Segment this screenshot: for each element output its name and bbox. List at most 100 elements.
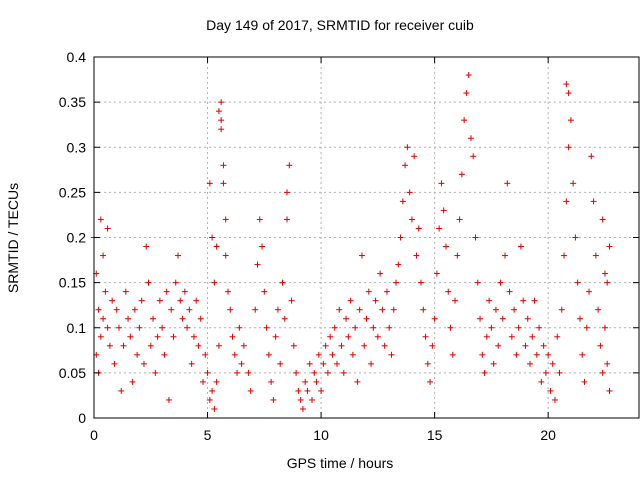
y-tick-label: 0.4 <box>67 49 87 65</box>
data-point <box>122 288 129 295</box>
data-point <box>413 252 420 259</box>
data-point <box>311 369 318 376</box>
data-point <box>492 306 499 313</box>
data-point <box>388 351 395 358</box>
data-point <box>486 297 493 304</box>
data-point <box>467 135 474 142</box>
data-point <box>200 378 206 385</box>
ticks: 0 0.05 0.1 0.15 0.2 0.25 0.3 0.35 0.4 0 5 10 15 20 <box>59 49 639 443</box>
data-point <box>383 288 390 295</box>
data-point <box>102 288 109 295</box>
data-point <box>572 234 579 241</box>
data-point <box>517 243 524 250</box>
data-point <box>524 315 531 322</box>
data-point <box>306 360 313 367</box>
data-point <box>542 369 549 376</box>
data-point <box>129 378 136 385</box>
data-point <box>470 153 477 160</box>
data-point <box>527 360 533 367</box>
data-point <box>595 306 602 313</box>
data-point <box>442 243 449 250</box>
data-point <box>427 378 434 385</box>
data-point <box>449 351 456 358</box>
data-point <box>140 360 147 367</box>
data-point <box>188 360 195 367</box>
data-point <box>420 306 427 313</box>
data-point <box>601 270 608 277</box>
data-point <box>215 108 222 115</box>
data-point <box>481 369 488 376</box>
data-point <box>463 90 470 97</box>
data-point <box>236 324 243 331</box>
data-point <box>483 333 490 340</box>
data-point <box>240 342 247 349</box>
data-point <box>454 252 461 259</box>
data-point <box>143 243 150 250</box>
data-point <box>436 225 443 232</box>
data-point <box>363 315 370 322</box>
data-point <box>324 369 331 376</box>
data-point <box>477 315 484 322</box>
y-tick-label: 0 <box>78 410 86 426</box>
data-point <box>281 315 288 322</box>
data-points <box>91 72 613 412</box>
x-tick-label: 20 <box>540 427 556 443</box>
data-point <box>431 315 438 322</box>
data-point <box>399 198 406 205</box>
data-point <box>111 360 118 367</box>
data-point <box>576 315 583 322</box>
data-point <box>354 378 361 385</box>
data-point <box>136 324 143 331</box>
data-point <box>393 279 400 286</box>
data-point <box>588 153 595 160</box>
data-point <box>452 297 459 304</box>
data-point <box>508 333 515 340</box>
data-point <box>377 270 384 277</box>
data-point <box>113 306 120 313</box>
data-point <box>299 405 306 412</box>
data-point <box>218 117 225 124</box>
data-point <box>245 369 252 376</box>
data-point <box>118 387 125 394</box>
data-point <box>288 297 295 304</box>
data-point <box>415 225 422 232</box>
data-point <box>256 216 263 223</box>
data-point <box>472 234 479 241</box>
data-point <box>104 225 111 232</box>
data-point <box>461 117 468 124</box>
data-point <box>290 342 297 349</box>
data-point <box>315 351 322 358</box>
data-point <box>193 297 200 304</box>
data-point <box>165 396 172 403</box>
data-point <box>104 324 111 331</box>
data-point <box>340 369 347 376</box>
y-tick-label: 0.15 <box>59 275 86 291</box>
data-point <box>195 342 202 349</box>
data-point <box>224 288 231 295</box>
data-point <box>115 324 122 331</box>
data-point <box>536 324 543 331</box>
data-point <box>229 333 236 340</box>
data-point <box>156 297 163 304</box>
data-point <box>295 387 302 394</box>
data-point <box>279 279 286 286</box>
data-point <box>202 351 209 358</box>
data-point <box>408 216 415 223</box>
data-point <box>145 279 152 286</box>
data-point <box>554 333 561 340</box>
data-point <box>304 387 311 394</box>
data-point <box>220 180 227 187</box>
data-point <box>556 369 563 376</box>
data-point <box>370 324 377 331</box>
data-point <box>161 351 168 358</box>
data-point <box>220 162 227 169</box>
data-point <box>438 180 445 187</box>
data-point <box>447 324 454 331</box>
data-point <box>395 261 402 268</box>
data-point <box>309 396 315 403</box>
data-point <box>583 324 590 331</box>
data-point <box>270 396 277 403</box>
data-point <box>499 315 506 322</box>
data-point <box>358 252 365 259</box>
data-point <box>365 288 372 295</box>
